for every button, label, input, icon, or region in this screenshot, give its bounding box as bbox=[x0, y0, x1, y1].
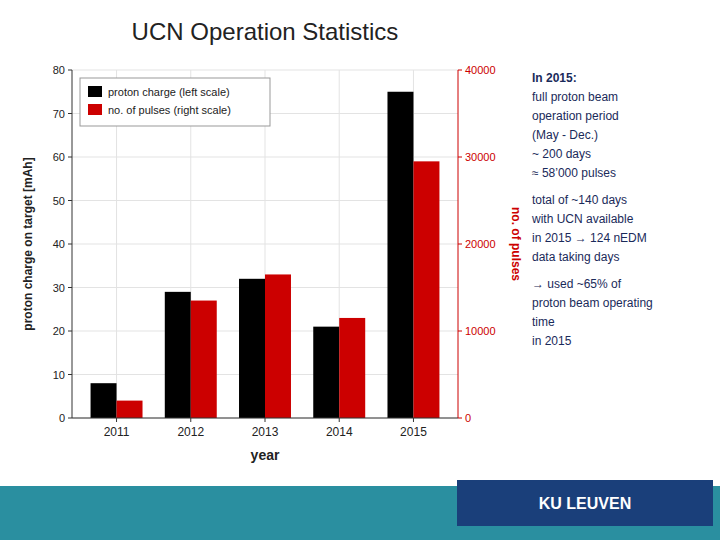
tick bbox=[458, 244, 462, 245]
x-tick-label: 2011 bbox=[104, 425, 130, 439]
legend-swatch bbox=[88, 104, 102, 115]
bar bbox=[265, 274, 291, 418]
tick bbox=[68, 157, 72, 158]
annotation: ≈ 58’000 pulses bbox=[532, 166, 616, 180]
tick bbox=[190, 418, 191, 422]
bar bbox=[91, 383, 117, 418]
tick bbox=[413, 418, 414, 422]
tick bbox=[339, 418, 340, 422]
legend: proton charge (left scale) no. of pulses … bbox=[80, 78, 270, 126]
bar bbox=[339, 318, 365, 418]
tick bbox=[458, 157, 462, 158]
bar bbox=[239, 279, 265, 418]
y-tick-label: 0 bbox=[59, 412, 65, 424]
y-tick-label: 10 bbox=[53, 369, 65, 381]
tick bbox=[68, 113, 72, 114]
bars bbox=[91, 92, 440, 418]
legend-label: proton charge (left scale) bbox=[108, 86, 230, 98]
annotation: full proton beam bbox=[532, 90, 618, 104]
y-axis-label: proton charge on target [mAh] bbox=[21, 157, 35, 330]
annotation: In 2015: bbox=[532, 71, 577, 85]
annotation: in 2015 → 124 nEDM bbox=[532, 231, 647, 245]
annotation: time bbox=[532, 315, 555, 329]
annotation: with UCN available bbox=[531, 212, 634, 226]
annotation: (May - Dec.) bbox=[532, 128, 598, 142]
tick bbox=[458, 331, 462, 332]
y-tick-label: 50 bbox=[53, 195, 65, 207]
y2-tick-label: 40000 bbox=[465, 64, 496, 76]
grid bbox=[72, 70, 458, 418]
bar bbox=[191, 301, 217, 418]
annotation-panel: In 2015: full proton beam operation period… bbox=[531, 71, 653, 348]
x-tick-label: 2014 bbox=[326, 425, 353, 439]
y-tick-label: 80 bbox=[53, 64, 65, 76]
annotation: total of ~140 days bbox=[532, 193, 627, 207]
annotation: → used ~65% of bbox=[532, 277, 622, 291]
bar bbox=[313, 327, 339, 418]
title: UCN Operation Statistics bbox=[132, 18, 399, 45]
tick bbox=[68, 374, 72, 375]
y-tick-label: 20 bbox=[53, 325, 65, 337]
tick bbox=[68, 418, 72, 419]
tick bbox=[68, 287, 72, 288]
footer-badge-text: KU LEUVEN bbox=[539, 495, 631, 512]
annotation: data taking days bbox=[532, 250, 619, 264]
y2-tick-label: 0 bbox=[465, 412, 471, 424]
y2-tick-label: 10000 bbox=[465, 325, 496, 337]
tick bbox=[116, 418, 117, 422]
annotation: proton beam operating bbox=[532, 296, 653, 310]
tick bbox=[68, 331, 72, 332]
y-tick-label: 70 bbox=[53, 108, 65, 120]
y2-axis-label: no. of pulses bbox=[509, 207, 523, 281]
bar bbox=[413, 161, 439, 418]
legend-swatch bbox=[88, 86, 102, 97]
annotation: in 2015 bbox=[532, 334, 572, 348]
x-tick-label: 2012 bbox=[177, 425, 204, 439]
x-tick-label: 2013 bbox=[252, 425, 279, 439]
legend-label: no. of pulses (right scale) bbox=[108, 104, 231, 116]
tick bbox=[458, 418, 462, 419]
y-tick-label: 40 bbox=[53, 238, 65, 250]
chart: UCN Operation Statistics 0 10 20 30 40 50 60 70 8… bbox=[0, 0, 720, 540]
tick bbox=[265, 418, 266, 422]
footer-badge bbox=[457, 480, 713, 526]
y2-tick-label: 20000 bbox=[465, 238, 496, 250]
axes: 0 10 20 30 40 50 60 70 80 0 10000 20000 30000 40000 20… bbox=[53, 64, 496, 439]
tick bbox=[68, 244, 72, 245]
tick bbox=[458, 70, 462, 71]
y2-tick-label: 30000 bbox=[465, 151, 496, 163]
annotation: operation period bbox=[532, 109, 619, 123]
annotation: ~ 200 days bbox=[532, 147, 591, 161]
bar bbox=[117, 401, 143, 418]
tick bbox=[68, 200, 72, 201]
tick bbox=[68, 70, 72, 71]
y-tick-label: 30 bbox=[53, 282, 65, 294]
x-axis-label: year bbox=[251, 447, 280, 463]
legend-box bbox=[80, 78, 270, 126]
bar bbox=[387, 92, 413, 418]
x-tick-label: 2015 bbox=[400, 425, 427, 439]
y-tick-label: 60 bbox=[53, 151, 65, 163]
bar bbox=[165, 292, 191, 418]
